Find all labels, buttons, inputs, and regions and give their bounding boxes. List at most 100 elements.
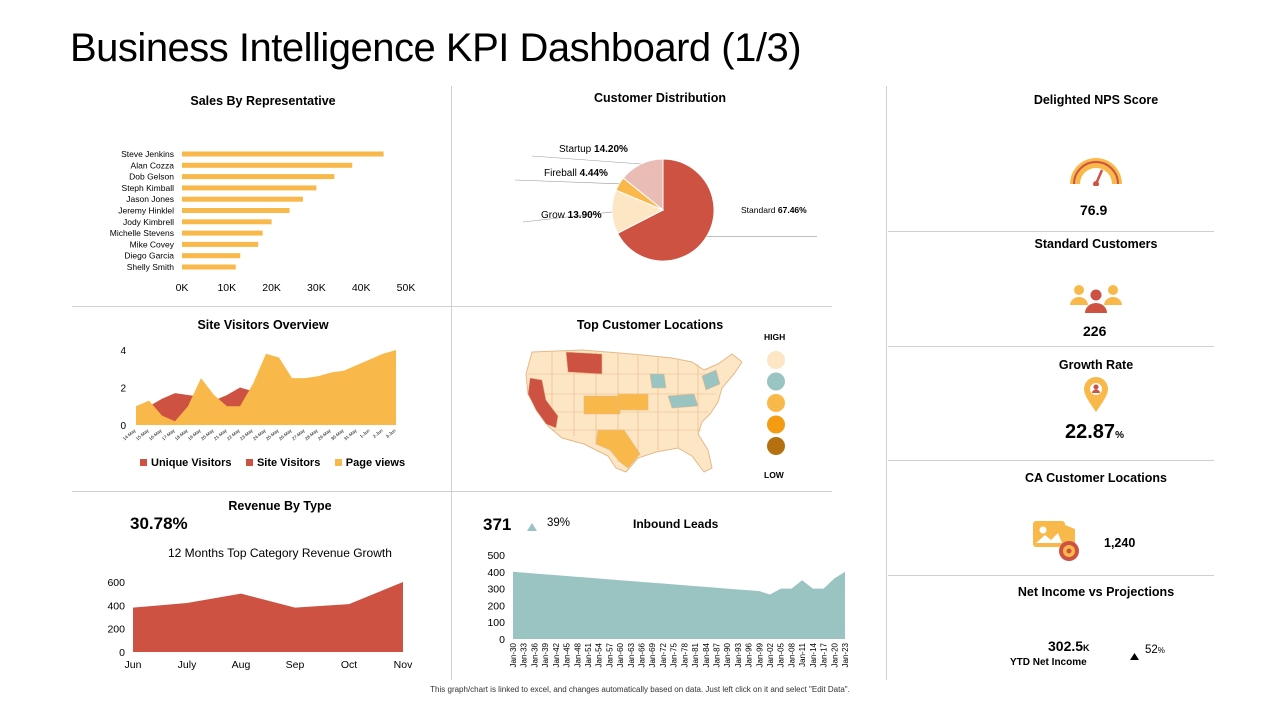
y-tick-label: 0 (120, 421, 126, 432)
bar-label: Steve Jenkins (121, 149, 174, 159)
visitors-chart-title: Site Visitors Overview (197, 318, 329, 332)
x-tick-label: 17-May (161, 427, 176, 441)
x-tick-label: Jan-72 (659, 642, 668, 667)
y-tick-label: 0 (119, 647, 125, 659)
bar-label: Steph Kimball (122, 183, 175, 193)
x-tick-label: Jan-39 (541, 642, 550, 667)
x-tick-label: 30K (307, 282, 326, 294)
x-tick-label: Jan-14 (809, 642, 818, 667)
x-tick-label: Jan-81 (691, 642, 700, 667)
page-title: Business Intelligence KPI Dashboard (1/3… (70, 26, 802, 70)
x-tick-label: 15-May (135, 427, 150, 441)
x-tick-label: 29-May (317, 427, 332, 441)
distribution-pie-chart: Standard 67.46% Grow 13.90% Fireball 4.44%… (514, 144, 817, 262)
y-tick-label: 400 (487, 567, 505, 579)
pie-label: Startup 14.20% (559, 144, 628, 155)
map-location-icon (1033, 521, 1079, 561)
y-tick-label: 4 (120, 346, 126, 357)
pie-slice (616, 158, 715, 262)
x-tick-label: Jan-54 (595, 642, 604, 667)
y-tick-label: 400 (107, 600, 125, 612)
bar (182, 253, 241, 259)
leads-area-chart: 0 100 200 300 400 500 Jan-30 Jan-33 Jan-36 Jan-39… (487, 550, 850, 667)
legend-page-views: Page views (334, 457, 405, 469)
scale-dot (767, 437, 785, 455)
pie-label: Fireball 4.44% (544, 168, 608, 179)
revenue-chart-title: Revenue By Type (228, 499, 332, 513)
x-tick-label: Jan-87 (712, 642, 721, 667)
x-tick-label: Jan-48 (573, 642, 582, 667)
divider (886, 86, 887, 680)
map-scale (767, 351, 785, 455)
divider (72, 491, 832, 492)
x-tick-label: Jan-08 (787, 642, 796, 667)
divider (451, 86, 452, 680)
y-tick-label: 0 (499, 634, 505, 646)
y-tick-label: 600 (107, 577, 125, 589)
bar (182, 219, 272, 225)
people-icon (1070, 285, 1122, 313)
x-tick-label: Jan-42 (552, 642, 561, 667)
leads-chart-title: Inbound Leads (633, 517, 719, 531)
growth-rate-value: 22.87 (1065, 421, 1116, 443)
x-tick-label: Oct (341, 659, 357, 671)
triangle-up-icon (1130, 647, 1139, 660)
divider (888, 575, 1214, 576)
bar (182, 241, 259, 247)
leader-line (514, 179, 620, 185)
gauge-icon (1070, 158, 1122, 186)
net-income-value-wrap: 302.5K (1048, 638, 1090, 656)
growth-rate-unit: % (1115, 430, 1124, 441)
divider (888, 231, 1214, 232)
scale-dot (767, 415, 785, 434)
distribution-chart-title: Customer Distribution (594, 91, 726, 105)
x-tick-label: 16-May (148, 427, 163, 441)
bar-label: Diego Garcia (124, 251, 174, 261)
leader-line (522, 211, 613, 223)
net-income-unit: K (1083, 643, 1090, 653)
x-tick-label: Jan-23 (841, 642, 850, 667)
bar (182, 208, 290, 213)
x-tick-label: Jan-51 (584, 642, 593, 667)
map-scale-high: HIGH (764, 332, 786, 342)
x-tick-label: Jan-78 (680, 642, 689, 667)
x-tick-label: 23-May (239, 427, 254, 441)
bar (182, 196, 303, 202)
leads-area (513, 571, 845, 639)
x-tick-label: 26-May (278, 427, 293, 441)
bar-label: Michelle Stevens (110, 228, 174, 238)
bar-label: Mike Covey (130, 239, 175, 249)
sales-chart-title: Sales By Representative (190, 94, 336, 108)
revenue-subtitle: 12 Months Top Category Revenue Growth (168, 546, 392, 560)
x-tick-label: Jan-63 (627, 642, 636, 667)
bar (182, 264, 236, 270)
divider (888, 460, 1214, 461)
net-income-value: 302.5 (1048, 638, 1084, 654)
bar (182, 151, 384, 157)
x-tick-label: Sep (286, 659, 305, 671)
x-tick-label: Jan-90 (723, 642, 732, 667)
location-pin-icon (1084, 377, 1108, 412)
bar-label: Jody Kimbrell (123, 217, 174, 227)
x-tick-label: Jan-05 (777, 642, 786, 667)
bar-label: Jeremy Hinklel (118, 206, 174, 216)
bar (182, 230, 263, 236)
y-tick-label: 200 (487, 600, 505, 612)
map-title: Top Customer Locations (576, 318, 724, 332)
bar-label: Alan Cozza (131, 160, 175, 170)
net-income-change: 52 (1145, 644, 1158, 656)
x-tick-label: 3-Jun (385, 428, 397, 439)
y-tick-label: 100 (487, 617, 505, 629)
growth-rate-title: Growth Rate (1058, 358, 1134, 372)
x-tick-label: Jun (125, 659, 142, 671)
bar-label: Dob Gelson (129, 172, 174, 182)
visitors-legend: Unique Visitors Site Visitors Page views (140, 453, 420, 471)
y-tick-label: 2 (120, 384, 126, 395)
nps-value: 76.9 (1080, 202, 1108, 218)
us-map (525, 349, 743, 473)
y-tick-label: 300 (487, 584, 505, 596)
x-tick-label: 20-May (200, 427, 215, 441)
x-tick-label: 22-May (226, 427, 241, 441)
ca-locations-title: CA Customer Locations (1025, 471, 1167, 485)
